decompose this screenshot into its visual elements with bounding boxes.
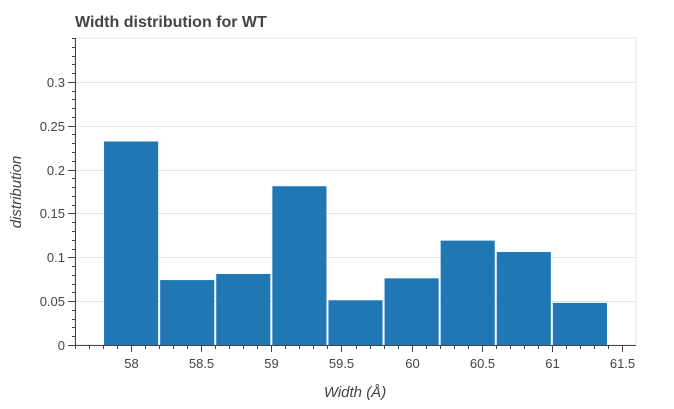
histogram-bar <box>496 252 551 345</box>
y-axis-label: distribution <box>8 156 25 229</box>
histogram-bar <box>552 302 607 345</box>
y-tick-label: 0.25 <box>40 119 65 134</box>
x-tick-label: 58.5 <box>189 356 214 371</box>
y-tick-label: 0.15 <box>40 206 65 221</box>
axes: 0 0.05 0.1 0.15 0.2 0.25 0.3 58 58.5 59 59.5 60 60.5… <box>40 38 636 371</box>
x-tick-label: 59 <box>264 356 278 371</box>
plot-frame <box>74 37 637 346</box>
chart-title: Width distribution for WT <box>75 14 267 31</box>
histogram-bar <box>104 141 159 345</box>
y-tick-label: 0.3 <box>47 75 65 90</box>
y-tick-label: 0 <box>58 338 65 353</box>
histogram-bar <box>440 240 495 345</box>
histogram-bar <box>328 300 383 345</box>
histogram-bar <box>216 273 271 345</box>
histogram-bar <box>160 280 215 345</box>
bars <box>104 141 607 345</box>
y-tick-label: 0.1 <box>47 250 65 265</box>
x-tick-label: 60.5 <box>470 356 495 371</box>
x-axis-label: Width (Å) <box>324 384 386 401</box>
y-tick-label: 0.2 <box>47 163 65 178</box>
grid-lines <box>74 37 637 346</box>
x-tick-label: 61 <box>545 356 559 371</box>
histogram-bar <box>272 186 327 345</box>
x-tick-label: 61.5 <box>610 356 635 371</box>
histogram-bar <box>384 278 439 345</box>
x-tick-label: 58 <box>124 356 138 371</box>
y-tick-label: 0.05 <box>40 294 65 309</box>
x-tick-label: 60 <box>405 356 419 371</box>
x-tick-label: 59.5 <box>329 356 354 371</box>
